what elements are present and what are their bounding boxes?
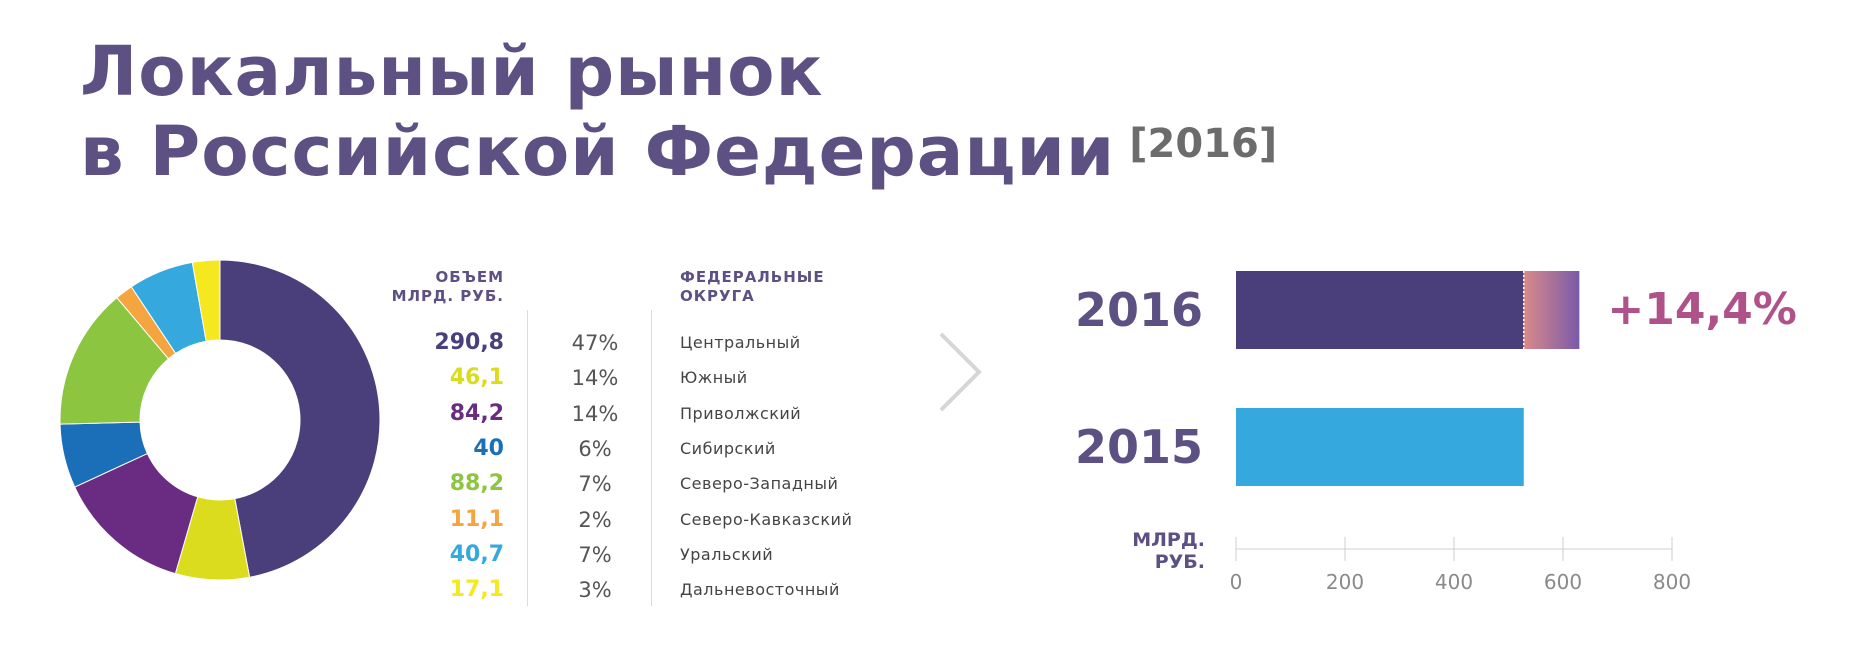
volume-column-header: ОБЪЕМ МЛРД. РУБ. — [330, 268, 504, 306]
district-name: Северо-Западный — [680, 474, 839, 494]
district-name: Северо-Кавказский — [680, 509, 853, 529]
x-tick-label: 800 — [1653, 570, 1691, 594]
pie-slice — [191, 260, 221, 342]
volume-value: 40 — [473, 435, 504, 461]
bar-2016-base — [1236, 271, 1524, 349]
page-title: Локальный рынок в Российской Федерации [2… — [80, 32, 1277, 192]
bar-2016-growth — [1523, 271, 1580, 349]
x-tick-label: 0 — [1230, 570, 1243, 594]
districts-column-header: ФЕДЕРАЛЬНЫЕ ОКРУГА — [680, 268, 825, 306]
districts-header-line-1: ФЕДЕРАЛЬНЫЕ — [680, 268, 825, 286]
share-percent: 14% — [571, 401, 619, 426]
volume-header-line-2: МЛРД. РУБ. — [391, 287, 504, 305]
volume-value: 88,2 — [449, 471, 504, 497]
table-row: 11,1 2% Северо-Кавказский — [380, 503, 980, 537]
volume-value: 40,7 — [449, 541, 504, 567]
table-row: 40,7 7% Уральский — [380, 538, 980, 572]
share-percent: 6% — [578, 436, 612, 461]
districts-header-line-2: ОКРУГА — [680, 287, 755, 305]
bar-2015 — [1236, 408, 1524, 486]
x-tick-label: 600 — [1544, 570, 1582, 594]
chevron-right-icon — [939, 332, 982, 412]
pie-slice — [219, 260, 380, 578]
share-percent: 47% — [571, 331, 619, 355]
district-name: Центральный — [680, 333, 801, 352]
table-row: 290,8 47% Центральный — [380, 326, 980, 360]
volume-value: 290,8 — [434, 330, 504, 355]
volume-value: 84,2 — [449, 400, 504, 426]
x-axis-unit-label: МЛРД. — [1132, 529, 1205, 551]
share-percent: 14% — [571, 366, 619, 391]
district-name: Дальневосточный — [680, 580, 840, 600]
share-percent: 3% — [578, 578, 612, 603]
table-row: 17,1 3% Дальневосточный — [380, 573, 980, 607]
growth-percent-label: +14,4% — [1607, 284, 1797, 335]
column-divider — [651, 310, 652, 606]
x-axis-unit-label: РУБ. — [1155, 551, 1205, 573]
volume-value: 17,1 — [449, 577, 504, 603]
share-percent: 7% — [578, 542, 612, 567]
title-line-2-text: в Российской Федерации — [80, 112, 1116, 192]
district-name: Уральский — [680, 544, 774, 564]
district-name: Южный — [680, 368, 748, 388]
volume-value: 11,1 — [449, 506, 504, 532]
bar-category-label: 2015 — [1075, 420, 1203, 474]
title-line-2: в Российской Федерации [2016] — [80, 112, 1277, 192]
table-row: 84,2 14% Приволжский — [380, 397, 980, 431]
table-row: 46,1 14% Южный — [380, 361, 980, 395]
title-line-1: Локальный рынок — [80, 32, 824, 112]
volume-value: 46,1 — [449, 365, 504, 391]
share-percent: 7% — [578, 472, 612, 497]
title-year: [2016] — [1129, 121, 1278, 167]
x-tick-label: 200 — [1326, 570, 1364, 594]
share-percent: 2% — [578, 507, 612, 532]
column-divider — [527, 310, 528, 606]
donut-chart — [60, 260, 380, 580]
table-row: 40 6% Сибирский — [380, 432, 980, 466]
district-name: Приволжский — [680, 403, 802, 423]
district-name: Сибирский — [680, 438, 776, 458]
table-row: 88,2 7% Северо-Западный — [380, 467, 980, 501]
volume-header-line-1: ОБЪЕМ — [435, 268, 504, 286]
bar-category-label: 2016 — [1075, 283, 1203, 337]
x-tick-label: 400 — [1435, 570, 1473, 594]
